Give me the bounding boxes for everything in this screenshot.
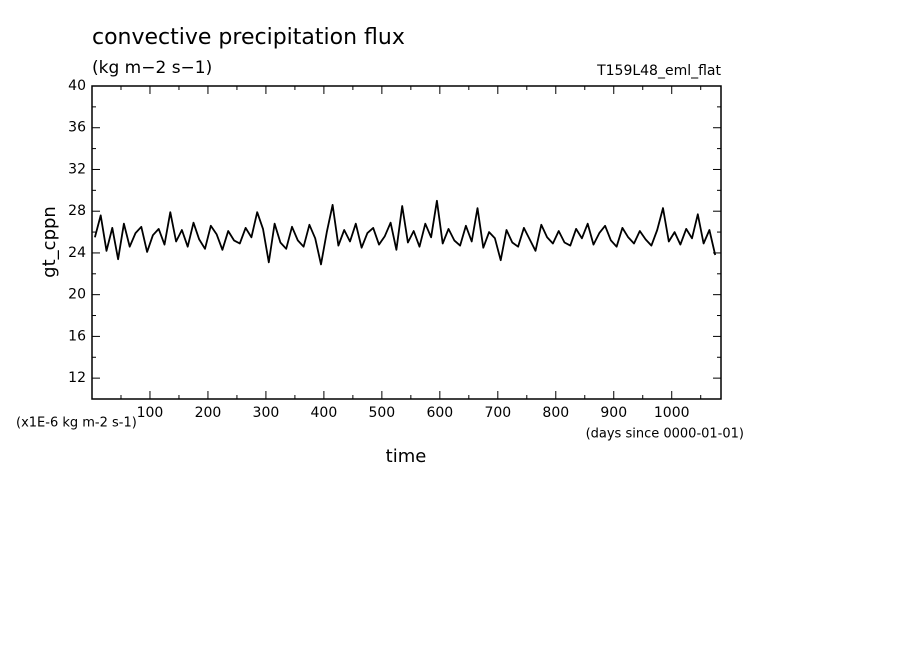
x-tick-label: 800 xyxy=(542,405,569,421)
x-tick-label: 300 xyxy=(253,405,280,421)
y-units: (x1E-6 kg m-2 s-1) xyxy=(16,416,137,431)
y-tick-label: 12 xyxy=(68,370,86,386)
y-tick-label: 36 xyxy=(68,120,86,136)
plot-frame xyxy=(91,85,722,400)
x-units: (days since 0000-01-01) xyxy=(586,427,744,442)
x-tick-label: 700 xyxy=(484,405,511,421)
y-tick-label: 24 xyxy=(68,245,86,261)
x-tick-label: 500 xyxy=(368,405,395,421)
y-axis-label: gt_cppn xyxy=(39,206,60,278)
chart-title: convective precipitation flux xyxy=(92,25,405,50)
y-tick-label: 28 xyxy=(68,203,86,219)
chart-subtitle: (kg m−2 s−1) xyxy=(92,58,212,78)
y-tick-label: 16 xyxy=(68,328,86,344)
x-tick-label: 200 xyxy=(195,405,222,421)
annotation: T159L48_eml_flat xyxy=(596,63,721,79)
y-tick-label: 20 xyxy=(68,287,86,303)
x-tick-label: 100 xyxy=(137,405,164,421)
x-tick-label: 600 xyxy=(426,405,453,421)
x-tick-label: 900 xyxy=(600,405,627,421)
x-tick-label: 1000 xyxy=(654,405,690,421)
x-axis-label: time xyxy=(386,446,427,467)
data-line xyxy=(94,199,717,266)
y-tick-label: 32 xyxy=(68,161,86,177)
y-tick-label: 40 xyxy=(68,78,86,94)
x-tick-label: 400 xyxy=(311,405,338,421)
